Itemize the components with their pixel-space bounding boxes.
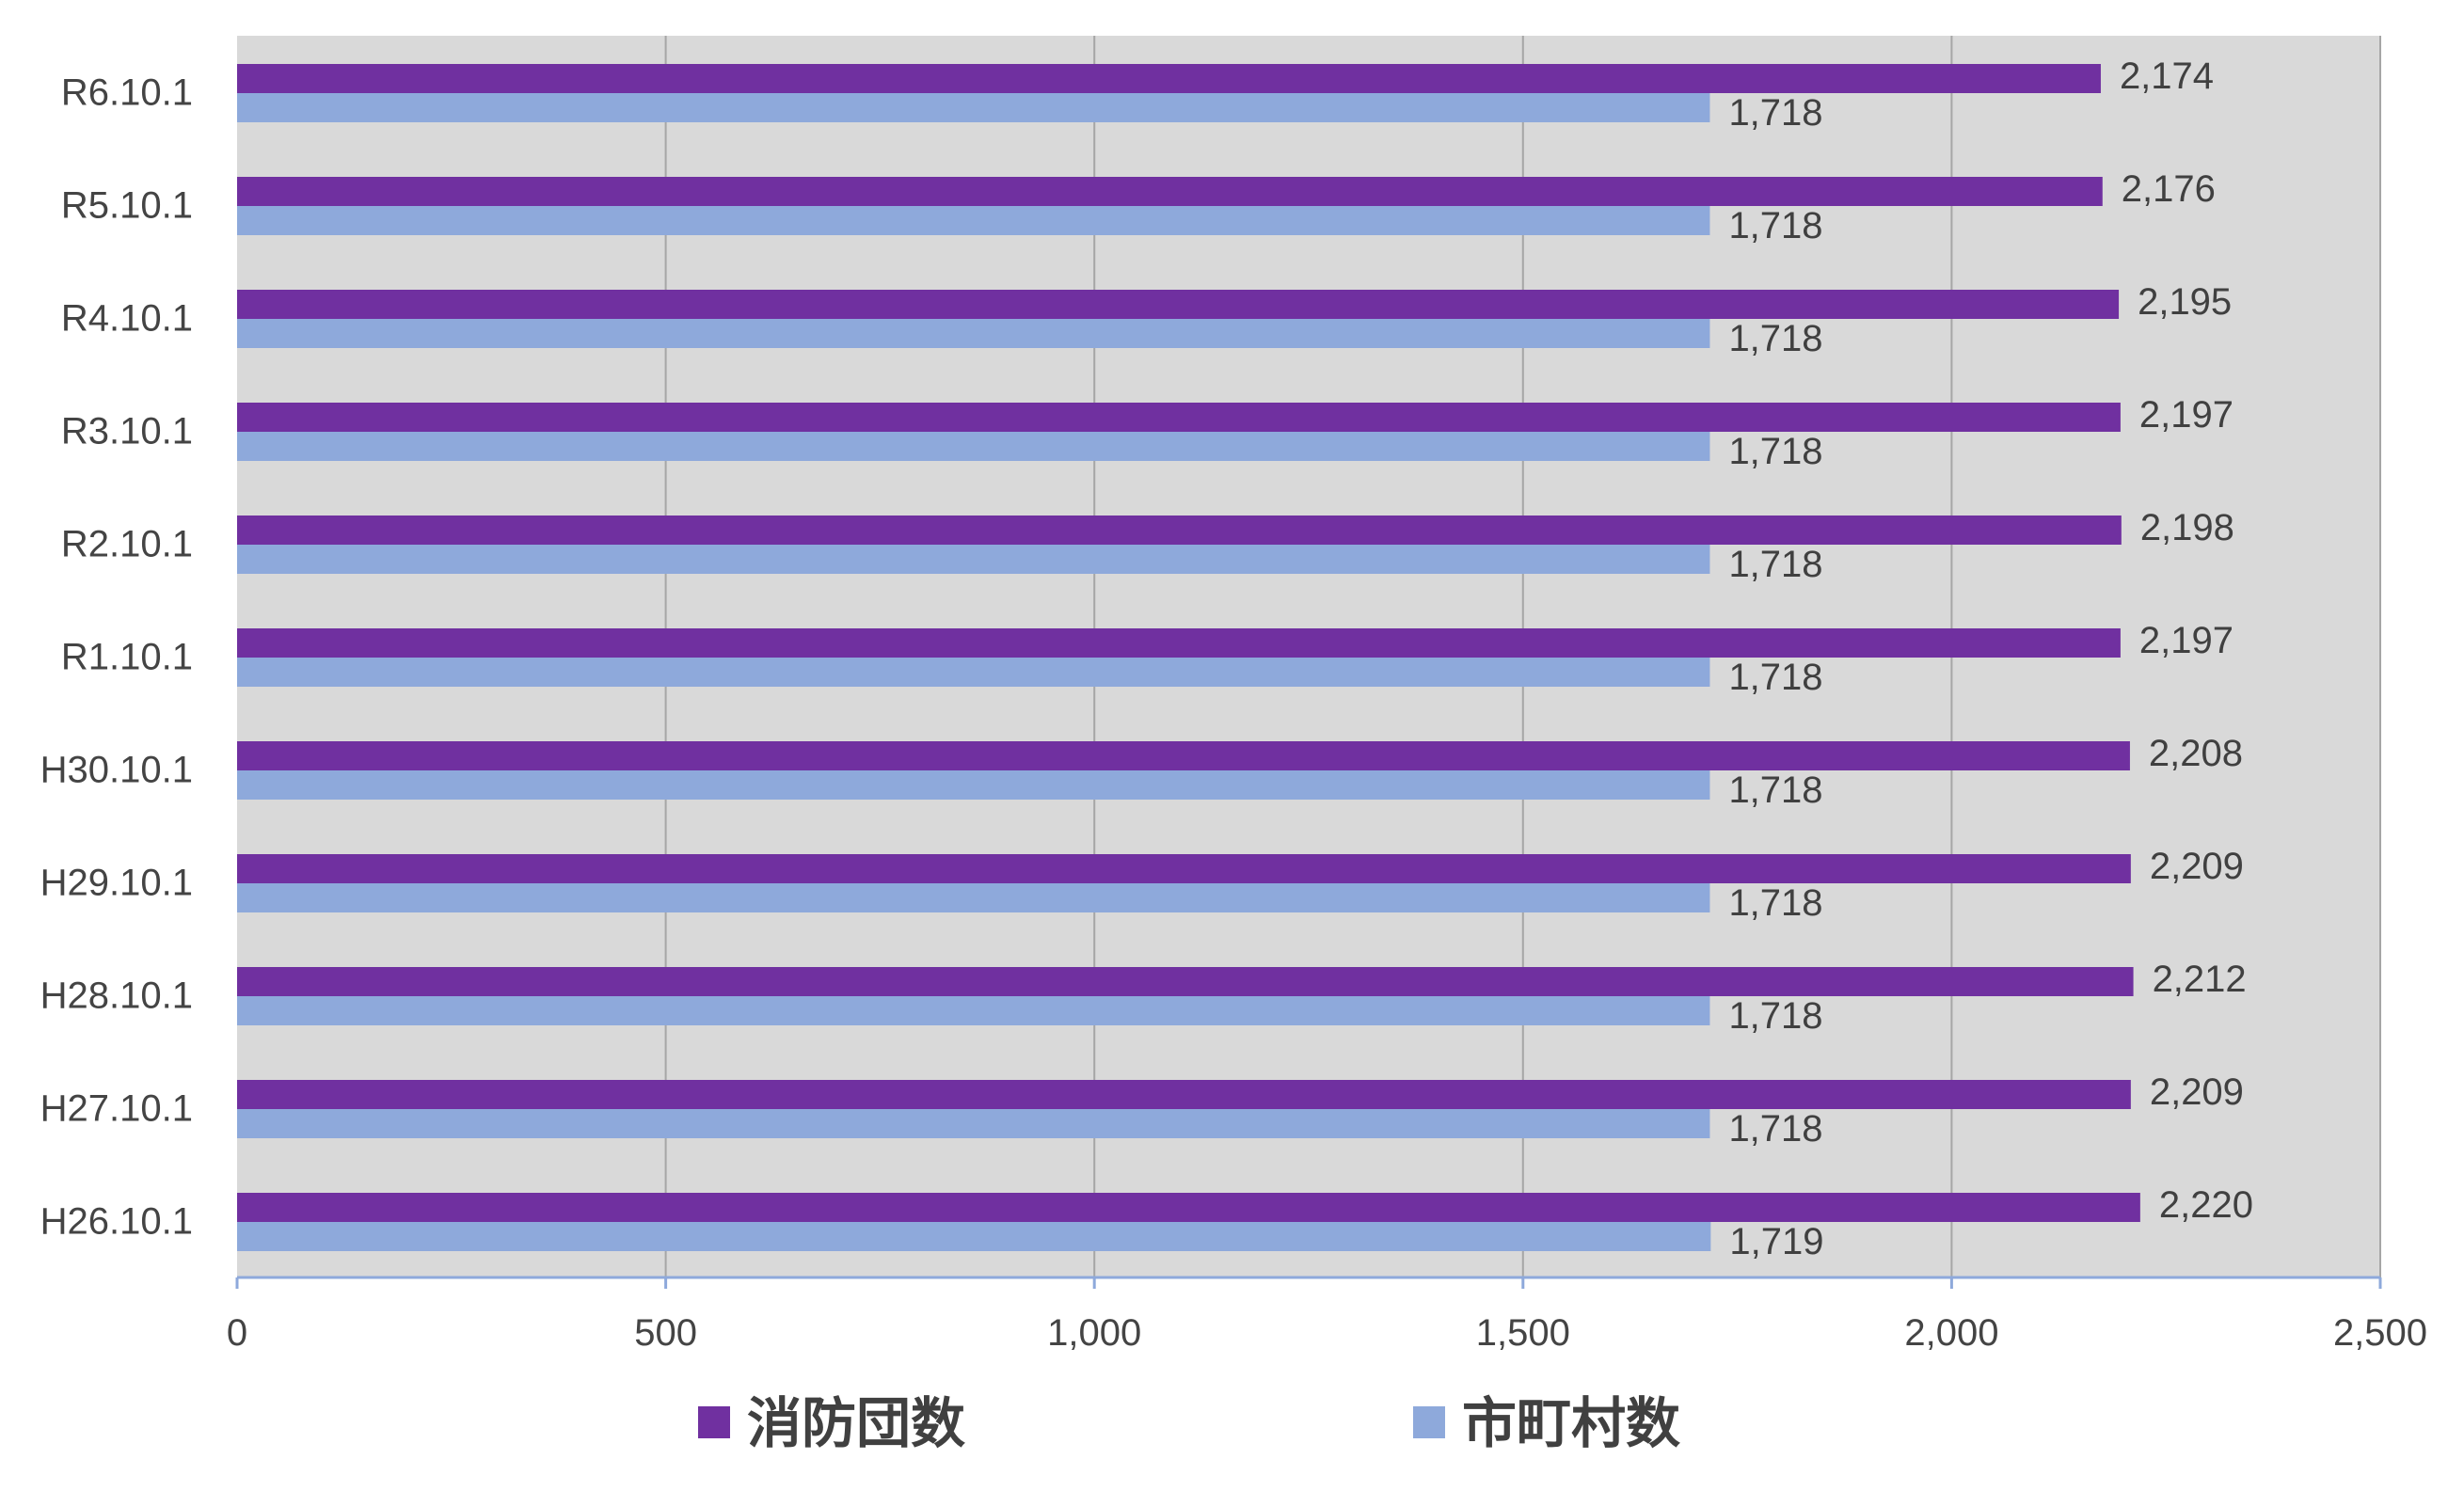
data-label: 2,209 <box>2150 846 2244 887</box>
x-tick-label: 1,500 <box>1476 1312 1570 1354</box>
bar <box>237 741 2130 770</box>
bar <box>237 770 1710 800</box>
legend-label: 市町村数 <box>1462 1391 1680 1455</box>
bar <box>237 1222 1711 1251</box>
data-label: 1,719 <box>1729 1221 1823 1262</box>
bars <box>237 64 2140 1251</box>
data-label: 2,208 <box>2149 733 2243 774</box>
bar <box>237 658 1710 687</box>
legend-swatch <box>1413 1406 1445 1438</box>
bar <box>237 319 1710 348</box>
y-tick-label: R2.10.1 <box>61 524 193 565</box>
bar <box>237 1193 2140 1222</box>
data-label: 1,718 <box>1728 769 1822 811</box>
bar <box>237 177 2103 206</box>
x-tick-label: 500 <box>634 1312 697 1354</box>
legend: 消防団数 市町村数 <box>698 1391 1680 1455</box>
bar <box>237 93 1710 122</box>
legend-swatch <box>698 1406 730 1438</box>
y-tick-label: H30.10.1 <box>40 750 193 791</box>
bar <box>237 64 2101 93</box>
x-axis-ticks: 0 500 1,000 1,500 2,000 2,500 <box>227 1277 2427 1354</box>
x-tick-label: 2,500 <box>2333 1312 2427 1354</box>
bar <box>237 1109 1710 1138</box>
y-tick-label: R1.10.1 <box>61 637 193 678</box>
y-tick-label: R5.10.1 <box>61 185 193 227</box>
data-label: 2,195 <box>2138 281 2232 323</box>
bar <box>237 628 2121 658</box>
data-label: 2,209 <box>2150 1071 2244 1113</box>
bar <box>237 1080 2131 1109</box>
data-label: 2,197 <box>2139 394 2233 436</box>
data-label: 2,220 <box>2159 1184 2253 1226</box>
y-tick-label: R6.10.1 <box>61 72 193 114</box>
bar <box>237 967 2134 996</box>
data-label: 2,174 <box>2120 56 2214 97</box>
data-label: 2,197 <box>2139 620 2233 661</box>
bar <box>237 290 2120 319</box>
bar <box>237 403 2121 432</box>
legend-label: 消防団数 <box>747 1391 965 1455</box>
y-tick-label: R4.10.1 <box>61 298 193 340</box>
bar <box>237 545 1710 574</box>
data-label: 1,718 <box>1728 205 1822 246</box>
x-tick-label: 2,000 <box>1904 1312 1998 1354</box>
x-tick-label: 1,000 <box>1047 1312 1141 1354</box>
y-tick-label: H29.10.1 <box>40 863 193 904</box>
bar <box>237 854 2131 883</box>
data-label: 1,718 <box>1728 657 1822 698</box>
data-label: 2,212 <box>2153 959 2247 1000</box>
data-label: 1,718 <box>1728 544 1822 585</box>
data-label: 1,718 <box>1728 1108 1822 1150</box>
data-label: 2,198 <box>2140 507 2234 548</box>
bar <box>237 432 1710 461</box>
y-axis-ticks: R6.10.1 R5.10.1 R4.10.1 R3.10.1 R2.10.1 R1.10… <box>40 72 193 1243</box>
data-label: 1,718 <box>1728 431 1822 472</box>
data-label: 2,176 <box>2122 168 2216 210</box>
x-tick-label: 0 <box>227 1312 247 1354</box>
data-label: 1,718 <box>1728 318 1822 359</box>
y-tick-label: H26.10.1 <box>40 1201 193 1243</box>
y-tick-label: H28.10.1 <box>40 975 193 1017</box>
bar <box>237 516 2122 545</box>
y-tick-label: H27.10.1 <box>40 1088 193 1130</box>
data-label: 1,718 <box>1728 995 1822 1037</box>
data-labels: 2,174 1,718 2,176 1,718 2,195 1,718 2,197 1,718… <box>1728 56 2253 1262</box>
bar <box>237 206 1710 235</box>
data-label: 1,718 <box>1728 92 1822 134</box>
y-tick-label: R3.10.1 <box>61 411 193 452</box>
data-label: 1,718 <box>1728 882 1822 924</box>
bar <box>237 996 1710 1025</box>
bar <box>237 883 1710 912</box>
